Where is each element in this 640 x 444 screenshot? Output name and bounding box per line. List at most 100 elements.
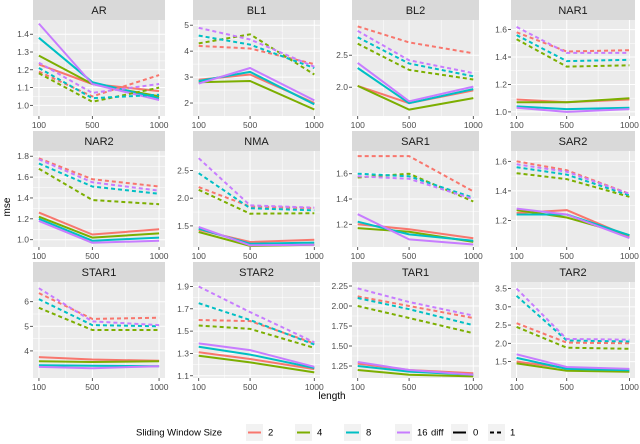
y-tick-label: 1.3: [17, 47, 29, 57]
series-line-w16-diff1: [357, 30, 474, 75]
x-tick-label: 500: [85, 382, 99, 392]
series-line-w16-diff1: [198, 285, 315, 344]
series-line-w2-diff1: [516, 322, 630, 345]
series-line-w8-diff1: [357, 36, 474, 78]
plot-background: [33, 20, 165, 116]
series-line-w16-diff0: [357, 213, 474, 246]
strip-background: [33, 131, 165, 151]
y-tick-label: 1.4: [495, 52, 507, 62]
series-line-w2-diff0: [38, 211, 160, 236]
y-tick-label: 1.6: [495, 25, 507, 35]
panel-star1: STAR1 4 5 6 100 500 1000: [24, 262, 169, 392]
y-tick-label: 3.0: [495, 302, 507, 312]
series-line-w16-diff0: [38, 219, 160, 244]
panel-title: TAR1: [402, 267, 429, 279]
y-tick-label: 6: [24, 297, 29, 307]
y-tick-label: 1.2: [495, 79, 507, 89]
series-line-w16-diff1: [198, 157, 315, 209]
series-line-w8-diff1: [38, 67, 160, 100]
strip-background: [511, 131, 635, 151]
x-tick-label: 500: [243, 120, 257, 130]
panel-tar2: TAR2 1.5 2.0 2.5 3.0 3.5 100 500 1000: [495, 262, 639, 392]
plot-background: [193, 151, 320, 247]
panel-title: BL1: [247, 5, 267, 17]
series-line-w2-diff0: [38, 356, 160, 362]
strip-background: [352, 131, 479, 151]
panel-title: BL2: [406, 5, 426, 17]
strip-background: [511, 0, 635, 20]
strip-background: [193, 0, 320, 20]
y-tick-label: 1.9: [177, 281, 189, 291]
strip-background: [33, 262, 165, 282]
y-tick-label: 4: [24, 346, 29, 356]
x-tick-label: 100: [32, 251, 46, 261]
series-line-w8-diff0: [357, 67, 474, 105]
series-line-w16-diff0: [38, 22, 160, 101]
strip-background: [193, 262, 320, 282]
series-line-w16-diff0: [198, 226, 315, 247]
panel-sar2: SAR2 1.2 1.4 1.6 100 500 1000: [495, 131, 639, 261]
y-tick-label: 1.3: [177, 348, 189, 358]
y-tick-label: 1.7: [177, 304, 189, 314]
series-line-w8-diff1: [357, 297, 474, 327]
x-tick-label: 1000: [150, 120, 169, 130]
series-line-w2-diff1: [198, 44, 315, 66]
y-tick-label: 1.5: [177, 221, 189, 231]
x-tick-label: 500: [402, 251, 416, 261]
y-tick-label: 5: [24, 321, 29, 331]
series-line-w4-diff0: [38, 215, 160, 239]
y-tick-label: 1.2: [336, 219, 348, 229]
series-line-w4-diff1: [38, 167, 160, 206]
series-line-w16-diff0: [516, 207, 630, 240]
series-line-w4-diff0: [516, 362, 630, 373]
series-line-w8-diff1: [515, 295, 630, 343]
series-line-w16-diff1: [38, 287, 160, 327]
panel-ar: AR 1.0 1.1 1.2 1.3 1.4 100 500 1000: [17, 0, 169, 130]
panel-tar1: TAR1 1.25 1.50 1.75 2.00 2.25 100 500 1000: [331, 262, 483, 392]
series-line-w16-diff0: [357, 62, 474, 103]
series-line-w8-diff1: [38, 162, 160, 195]
series-line-w8-diff1: [516, 34, 630, 63]
x-tick-label: 1000: [305, 120, 324, 130]
series-line-w16-diff1: [516, 26, 630, 54]
series-line-w2-diff1: [516, 31, 630, 53]
y-tick-label: 2.5: [495, 320, 507, 330]
plot-background: [352, 282, 479, 378]
y-tick-label: 1.50: [331, 341, 348, 351]
y-tick-label: 1.4: [336, 194, 348, 204]
x-tick-label: 500: [85, 120, 99, 130]
y-tick-label: 1.2: [17, 65, 29, 75]
x-axis-title: length: [318, 391, 345, 402]
series-line-w16-diff1: [516, 163, 630, 195]
series-line-w2-diff1: [516, 160, 630, 195]
strip-background: [511, 262, 635, 282]
x-tick-label: 100: [351, 382, 365, 392]
y-tick-label: 1.0: [17, 235, 29, 245]
x-tick-label: 1000: [150, 251, 169, 261]
x-tick-label: 1000: [620, 251, 639, 261]
series-line-w4-diff1: [38, 72, 160, 103]
y-tick-label: 1.0: [495, 107, 507, 117]
y-tick-label: 4: [184, 46, 189, 56]
strip-background: [352, 0, 479, 20]
series-line-w2-diff1: [38, 157, 160, 188]
x-tick-label: 1000: [305, 251, 324, 261]
series-line-w16-diff1: [38, 61, 160, 94]
panel-title: NAR1: [558, 5, 587, 17]
series-line-w4-diff0: [198, 80, 315, 111]
x-tick-label: 1000: [620, 382, 639, 392]
y-tick-label: 2.5: [336, 50, 348, 60]
x-tick-label: 1000: [464, 382, 483, 392]
series-line-w2-diff1: [38, 292, 160, 320]
series-line-w8-diff0: [516, 105, 630, 111]
x-tick-label: 100: [509, 382, 523, 392]
series-line-w16-diff0: [516, 106, 630, 113]
y-tick-label: 2.5: [177, 165, 189, 175]
y-tick-label: 1.4: [17, 193, 29, 203]
panel-star2: STAR2 1.1 1.3 1.5 1.7 1.9 100 500 1000: [177, 262, 324, 392]
strip-background: [352, 262, 479, 282]
y-axis-title: mse: [2, 197, 13, 216]
series-line-w8-diff1: [198, 302, 315, 346]
series-line-w4-diff0: [357, 369, 474, 378]
